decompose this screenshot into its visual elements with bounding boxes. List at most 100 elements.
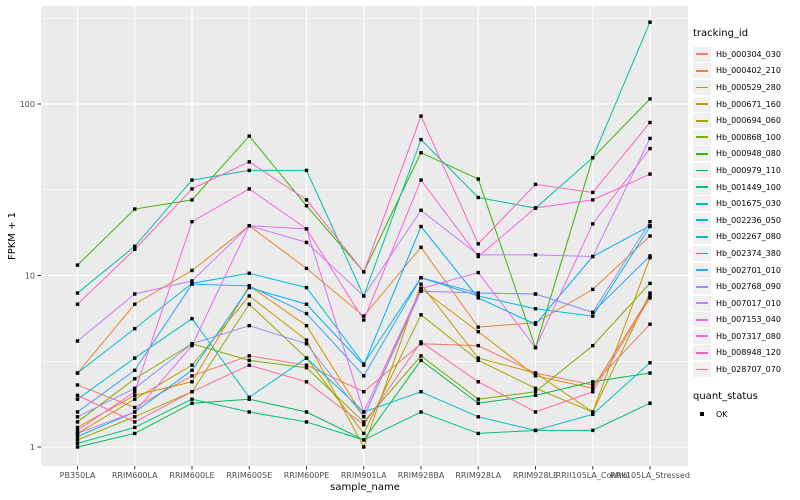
data-point [419, 354, 423, 358]
data-point [247, 224, 251, 228]
legend-item-label: Hb_002236_050 [716, 215, 781, 225]
data-point [591, 343, 595, 348]
y-tick-label: 10 [25, 271, 35, 280]
data-point [591, 390, 595, 394]
legend-item: Hb_001675_030 [693, 195, 799, 212]
legend-item: Hb_000304_030 [693, 46, 799, 63]
data-point [533, 410, 538, 414]
legend-key-line [693, 295, 711, 311]
data-point [133, 405, 137, 410]
legend-line-icon [696, 335, 708, 338]
data-point [419, 342, 423, 346]
legend-key-line [693, 362, 711, 378]
legend-item: Hb_000948_080 [693, 146, 799, 163]
data-point [247, 397, 251, 401]
y-tick-label: 100 [20, 100, 35, 109]
data-point [247, 134, 251, 138]
legend-key-line [693, 262, 711, 278]
data-point [476, 195, 480, 200]
data-point [476, 242, 480, 246]
data-point [476, 296, 480, 300]
legend-key-line [693, 229, 711, 245]
data-point [362, 438, 366, 442]
data-point [648, 296, 652, 300]
data-point [190, 401, 194, 405]
legend-item-label: Hb_000671_160 [716, 99, 781, 109]
data-point [133, 244, 137, 249]
data-point [533, 386, 538, 390]
legend-key-line [693, 345, 711, 361]
legend-item: Hb_000671_160 [693, 96, 799, 113]
data-point [304, 240, 309, 245]
data-point [591, 222, 595, 226]
legend-key-line [693, 146, 711, 162]
data-point [247, 354, 251, 358]
legend-item: Hb_028707_070 [693, 361, 799, 378]
data-point [362, 420, 366, 424]
legend-item: Hb_007317_080 [693, 328, 799, 345]
data-point [304, 338, 309, 342]
data-point [247, 160, 251, 164]
legend-item: Hb_001449_100 [693, 179, 799, 196]
data-point [419, 151, 423, 155]
data-point [533, 374, 538, 378]
data-point [190, 178, 194, 182]
data-point [648, 361, 652, 365]
legend-item-label: Hb_008948_120 [716, 348, 781, 358]
quant-legend-item: OK [693, 406, 799, 423]
data-point [648, 254, 652, 258]
legend-key-line [693, 79, 711, 95]
data-point [362, 314, 366, 318]
data-point [133, 247, 137, 252]
legend-item: Hb_002267_080 [693, 229, 799, 246]
data-point [476, 397, 480, 401]
data-point [75, 441, 80, 446]
data-point [648, 224, 652, 228]
data-point [190, 374, 194, 378]
data-point [476, 325, 480, 329]
legend-item: Hb_002701_010 [693, 262, 799, 279]
data-point [190, 198, 194, 202]
data-point [190, 219, 194, 224]
data-point [648, 97, 652, 101]
data-point [419, 340, 423, 344]
legend-item: Hb_007153_040 [693, 312, 799, 329]
data-point [362, 318, 366, 322]
legend-line-icon [696, 169, 708, 172]
data-point [591, 198, 595, 202]
legend-key-line [693, 312, 711, 328]
data-point [362, 270, 366, 274]
data-point [247, 323, 251, 328]
data-point [247, 395, 251, 399]
data-point [247, 410, 251, 414]
legend-item-label: Hb_000529_280 [716, 82, 781, 92]
data-point [190, 282, 194, 286]
data-point [419, 178, 423, 182]
data-point [190, 363, 194, 367]
data-point [133, 431, 137, 436]
data-point [133, 420, 137, 424]
data-point [533, 393, 538, 398]
legend-item: Hb_000979_110 [693, 162, 799, 179]
legend-item-label: Hb_001449_100 [716, 182, 781, 192]
data-point [362, 294, 366, 298]
data-point [75, 397, 80, 401]
data-point [75, 302, 80, 306]
data-point [362, 431, 366, 436]
legend-item-label: Hb_002768_090 [716, 282, 781, 292]
data-point [362, 415, 366, 419]
data-point [75, 393, 80, 398]
data-point [476, 343, 480, 348]
data-point [476, 291, 480, 295]
data-point [533, 253, 538, 257]
data-point [476, 177, 480, 181]
quant-legend-item-label: OK [716, 409, 728, 419]
data-point [304, 420, 309, 424]
data-point [648, 20, 652, 24]
data-point [133, 292, 137, 296]
legend-line-icon [696, 103, 708, 105]
data-point [75, 410, 80, 414]
data-point [304, 323, 309, 328]
data-point [304, 227, 309, 231]
